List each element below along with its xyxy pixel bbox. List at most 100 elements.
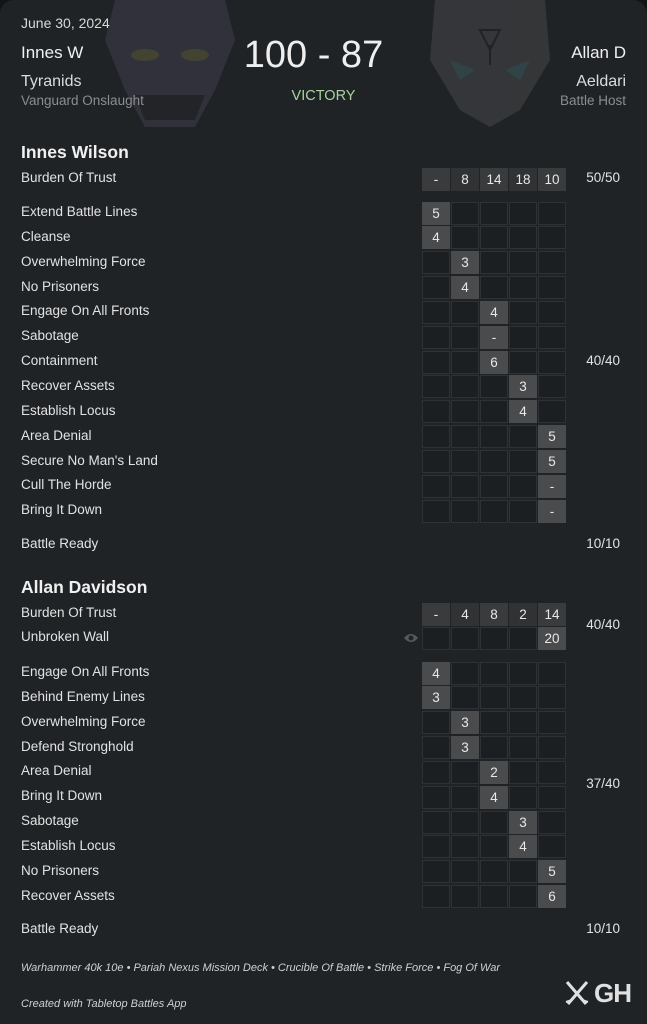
secondary-mission-label: Secure No Man's Land (21, 452, 158, 468)
secondary-mission-label: No Prisoners (21, 862, 100, 878)
empty-round-cell (451, 885, 479, 909)
empty-round-cell (422, 251, 450, 275)
aeldari-mask-art (430, 0, 550, 127)
empty-round-cell (422, 325, 450, 349)
secondary-mission-label: Area Denial (21, 763, 92, 779)
empty-round-cell (509, 450, 537, 473)
secondary-score-cell: 4 (451, 276, 479, 300)
player-section-title: Allan Davidson (21, 577, 148, 597)
secondary-score-cell: 4 (509, 835, 537, 859)
empty-round-cell (480, 711, 508, 735)
credit-text: Created with Tabletop Battles App (21, 998, 187, 1010)
empty-round-cell (538, 686, 566, 710)
empty-round-cell (509, 474, 537, 498)
empty-round-cell (509, 711, 537, 735)
secondary-mission-label: Extend Battle Lines (21, 204, 138, 219)
secondary-mission-label: No Prisoners (21, 278, 100, 294)
secondary-score-cell: 4 (480, 300, 508, 324)
secondary-mission-label: Defend Stronghold (21, 738, 134, 754)
empty-round-cell (480, 736, 508, 760)
primary-mission-label: Burden Of Trust (21, 170, 117, 185)
empty-round-cell (451, 474, 479, 498)
empty-round-cell (480, 499, 508, 523)
secondary-mission-label: Overwhelming Force (21, 713, 146, 729)
primary-round-cell (480, 626, 508, 650)
empty-round-cell (480, 661, 508, 685)
empty-round-cell (538, 400, 566, 424)
empty-round-cell (480, 375, 508, 399)
empty-round-cell (509, 300, 537, 324)
left-player-name: Innes W (21, 43, 84, 62)
secondary-score-cell: - (538, 499, 566, 523)
right-player-name: Allan D (571, 43, 626, 62)
secondary-score-cell: 5 (538, 425, 566, 449)
game-info: Warhammer 40k 10e • Pariah Nexus Mission… (21, 962, 500, 974)
empty-round-cell (509, 686, 537, 710)
empty-round-cell (480, 885, 508, 909)
empty-round-cell (451, 860, 479, 884)
empty-round-cell (451, 835, 479, 859)
empty-round-cell (422, 300, 450, 324)
secondary-score-cell: 2 (480, 760, 508, 784)
crossed-swords-icon (565, 980, 589, 1005)
empty-round-cell (451, 350, 479, 374)
empty-round-cell (480, 226, 508, 250)
empty-round-cell (422, 885, 450, 909)
empty-round-cell (509, 201, 537, 225)
empty-round-cell (509, 499, 537, 523)
secondary-mission-label: Cleanse (21, 228, 71, 244)
tyranid-skull-art (105, 0, 235, 127)
secondary-mission-label: Area Denial (21, 427, 92, 443)
app-logo: GH (564, 978, 632, 1009)
eye-icon[interactable] (403, 632, 419, 644)
empty-round-cell (538, 785, 566, 809)
logo-text: GH (594, 978, 632, 1008)
empty-round-cell (422, 375, 450, 399)
empty-round-cell (422, 450, 450, 473)
empty-round-cell (538, 661, 566, 685)
secondary-mission-label: Engage On All Fronts (21, 303, 150, 319)
secondary-score-cell: 3 (451, 711, 479, 735)
empty-round-cell (422, 474, 450, 498)
empty-round-cell (451, 226, 479, 250)
secondary-score-cell: 6 (480, 350, 508, 374)
primary-round-cell: 8 (451, 167, 479, 191)
primary-mission-label: Burden Of Trust (21, 605, 117, 620)
empty-round-cell (538, 251, 566, 275)
empty-round-cell (451, 499, 479, 523)
secondary-score-cell: 4 (480, 785, 508, 809)
empty-round-cell (480, 425, 508, 449)
secondary-mission-label: Bring It Down (21, 788, 103, 804)
empty-round-cell (422, 499, 450, 523)
primary-round-cell: 10 (538, 167, 566, 191)
secondary-score-cell: 3 (451, 736, 479, 760)
empty-round-cell (480, 276, 508, 300)
secondary-score-cell: 4 (422, 661, 450, 685)
secondary-mission-label: Recover Assets (21, 887, 115, 903)
secondary-mission-label: Containment (21, 353, 98, 369)
primary-round-cell (509, 626, 537, 650)
empty-round-cell (538, 325, 566, 349)
secondary-score-cell: 3 (509, 375, 537, 399)
secondary-score-cell: 5 (538, 450, 566, 473)
primary-round-cell: 2 (509, 602, 537, 626)
empty-round-cell (509, 760, 537, 784)
secondary-mission-label: Recover Assets (21, 377, 115, 393)
primary-mission-label: Unbroken Wall (21, 629, 110, 644)
empty-round-cell (509, 350, 537, 374)
empty-round-cell (451, 425, 479, 449)
secondary-score-cell: 3 (509, 810, 537, 834)
empty-round-cell (480, 201, 508, 225)
right-player-detachment: Battle Host (559, 93, 626, 108)
primary-round-cell: - (422, 167, 450, 191)
secondary-score-cell: 3 (422, 686, 450, 710)
primary-round-cell: 20 (538, 626, 566, 650)
secondary-total: 40/40 (586, 353, 620, 369)
empty-round-cell (451, 375, 479, 399)
secondary-mission-label: Behind Enemy Lines (21, 688, 145, 704)
secondary-mission-label: Engage On All Fronts (21, 664, 150, 679)
primary-round-cell (451, 626, 479, 650)
secondary-mission-label: Bring It Down (21, 502, 103, 518)
empty-round-cell (509, 785, 537, 809)
